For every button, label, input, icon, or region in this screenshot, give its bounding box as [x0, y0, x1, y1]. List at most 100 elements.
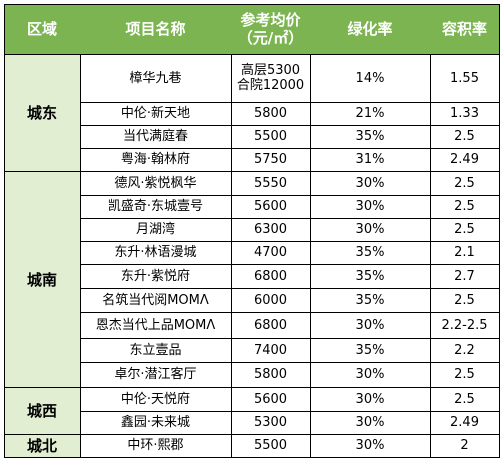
green-rate-text: 30% [355, 367, 385, 382]
green-rate-text: 35% [355, 292, 385, 308]
floor-area-ratio-text: 2.2-2.5 [441, 317, 488, 333]
green-rate: 31% [310, 148, 430, 171]
floor-area-ratio: 1.55 [430, 54, 499, 102]
floor-area-ratio-text: 2.49 [450, 152, 479, 167]
grid-line [80, 4, 81, 54]
region-label: 城北 [26, 437, 57, 455]
project-name: 中伦·天悦府 [80, 387, 231, 411]
project-name: 卓尔·潜江客厅 [80, 362, 231, 387]
floor-area-ratio: 2.1 [430, 241, 499, 264]
avg-price: 6000 [231, 288, 310, 312]
grid-line [80, 125, 499, 126]
green-rate: 30% [310, 312, 430, 338]
floor-area-ratio-text: 2.49 [450, 415, 479, 430]
floor-area-ratio: 2.5 [430, 387, 499, 411]
green-rate: 30% [310, 362, 430, 387]
grid-line [4, 171, 499, 172]
region-cell: 城西 [4, 387, 80, 434]
grid-line [80, 218, 499, 219]
header-green-rate-label: 绿化率 [347, 20, 393, 38]
avg-price-line1: 高层5300 [240, 63, 301, 78]
floor-area-ratio-text: 2.5 [454, 129, 475, 144]
floor-area-ratio-text: 2.1 [454, 245, 475, 260]
green-rate-text: 35% [355, 245, 385, 260]
avg-price-text: 5500 [253, 129, 288, 144]
project-name-text: 凯盛奇·东城壹号 [107, 199, 204, 214]
region-label: 城南 [26, 270, 57, 289]
header-price-line2: （元/㎡） [237, 29, 304, 47]
grid-line [80, 312, 499, 313]
project-name: 月湖湾 [80, 218, 231, 241]
region-cell: 城北 [4, 434, 80, 457]
green-rate: 35% [310, 264, 430, 288]
avg-price: 7400 [231, 338, 310, 362]
floor-area-ratio-text: 2.5 [454, 199, 475, 214]
floor-area-ratio: 2.5 [430, 171, 499, 195]
floor-area-ratio: 2.2-2.5 [430, 312, 499, 338]
project-name-text: 中伦·天悦府 [120, 391, 191, 407]
green-rate: 30% [310, 387, 430, 411]
grid-line [4, 457, 500, 458]
header-region-label: 区域 [26, 20, 57, 38]
floor-area-ratio-text: 2.5 [454, 292, 475, 308]
grid-line [80, 241, 499, 242]
avg-price-text: 5550 [253, 175, 288, 191]
grid-line [80, 411, 499, 412]
avg-price-text: 4700 [253, 245, 288, 260]
avg-price-text: 5800 [253, 106, 288, 121]
project-name-text: 卓尔·潜江客厅 [114, 367, 197, 382]
grid-line [4, 434, 499, 435]
grid-line [80, 338, 499, 339]
avg-price-text: 6300 [253, 222, 288, 237]
project-name-text: 月湖湾 [135, 222, 175, 237]
project-name: 当代满庭春 [80, 125, 231, 148]
floor-area-ratio-text: 2 [460, 438, 469, 453]
avg-price-text: 6800 [253, 317, 288, 333]
floor-area-ratio: 2.5 [430, 218, 499, 241]
floor-area-ratio: 2.7 [430, 264, 499, 288]
grid-line [231, 54, 232, 457]
grid-line [80, 102, 499, 103]
project-name-text: 樟华九巷 [129, 70, 182, 86]
avg-price: 5800 [231, 102, 310, 125]
floor-area-ratio-text: 2.5 [454, 175, 475, 191]
avg-price: 5500 [231, 434, 310, 457]
green-rate: 30% [310, 195, 430, 218]
project-name-text: 恩杰当代上品MOMΛ [95, 317, 216, 333]
project-name: 中环·熙郡 [80, 434, 231, 457]
avg-price-text: 5750 [253, 152, 288, 167]
green-rate-text: 30% [355, 317, 385, 333]
floor-area-ratio: 2.5 [430, 195, 499, 218]
floor-area-ratio-text: 2.2 [454, 342, 475, 358]
green-rate: 35% [310, 241, 430, 264]
grid-line [80, 195, 499, 196]
project-name: 粤海·翰林府 [80, 148, 231, 171]
avg-price-text: 6800 [253, 268, 288, 284]
project-name: 鑫园·未来城 [80, 411, 231, 434]
grid-line [80, 264, 499, 265]
project-name-text: 粤海·翰林府 [120, 152, 191, 167]
grid-line [430, 4, 431, 54]
grid-line [430, 54, 431, 457]
project-name: 恩杰当代上品MOMΛ [80, 312, 231, 338]
header-floor-area-ratio: 容积率 [430, 4, 499, 54]
grid-line [4, 54, 499, 55]
green-rate-text: 31% [355, 152, 385, 167]
avg-price: 高层5300 合院12000 [231, 54, 310, 102]
region-cell: 城南 [4, 171, 80, 387]
grid-line [310, 54, 311, 457]
avg-price: 5800 [231, 362, 310, 387]
project-name-text: 东立壹品 [129, 342, 182, 358]
avg-price: 6300 [231, 218, 310, 241]
floor-area-ratio: 2.5 [430, 362, 499, 387]
avg-price-line2: 合院12000 [236, 78, 305, 93]
avg-price: 5300 [231, 411, 310, 434]
green-rate: 21% [310, 102, 430, 125]
project-name: 凯盛奇·东城壹号 [80, 195, 231, 218]
project-name: 东升·林语漫城 [80, 241, 231, 264]
project-name-text: 中环·熙郡 [127, 438, 184, 453]
green-rate-text: 21% [355, 106, 385, 121]
grid-line [80, 148, 499, 149]
green-rate-text: 30% [355, 222, 385, 237]
avg-price: 5750 [231, 148, 310, 171]
